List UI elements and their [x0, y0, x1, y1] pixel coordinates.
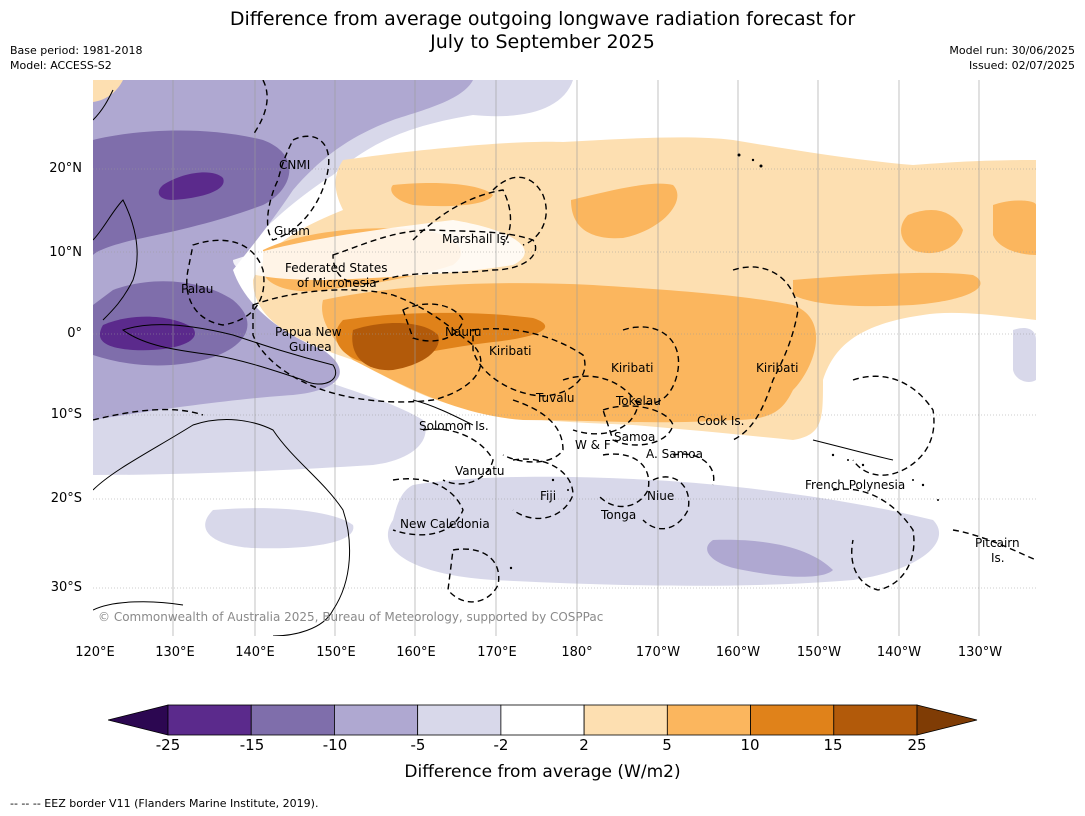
lon-tick-140w: 140°W [876, 645, 922, 660]
lat-tick-10s: 10°S [50, 407, 82, 422]
lat-tick-20s: 20°S [50, 491, 82, 506]
colorbar-bin [583, 704, 668, 736]
lon-tick-160e: 160°E [396, 645, 436, 660]
graticule [93, 80, 1036, 636]
lon-tick-180: 180° [561, 645, 593, 660]
colorbar-min-extension [108, 704, 169, 736]
colorbar-tick: -2 [493, 736, 509, 754]
colorbar-tick: 5 [662, 736, 672, 754]
label-wallis-futuna: W & F [575, 438, 611, 452]
colorbar-max-extension [916, 704, 978, 736]
label-vanuatu: Vanuatu [455, 464, 505, 478]
label-palau: Palau [181, 282, 214, 296]
colorbar-bin [500, 704, 585, 736]
colorbar-tick: -10 [322, 736, 348, 754]
label-png-2: Guinea [289, 340, 332, 354]
meta-right: Model run: 30/06/2025 Issued: 02/07/2025 [949, 43, 1075, 73]
lon-tick-130w: 130°W [957, 645, 1003, 660]
colorbar-tick: -5 [410, 736, 426, 754]
colorbar-tick: 10 [740, 736, 760, 754]
colorbar-bin [334, 704, 419, 736]
map-canvas: CNMI Guam Marshall Is. Federated States … [93, 80, 1036, 636]
coastlines [93, 89, 894, 636]
label-new-caledonia: New Caledonia [400, 517, 490, 531]
colorbar-bin [666, 704, 751, 736]
label-nauru: Nauru [445, 325, 482, 339]
lat-tick-20n: 20°N [49, 161, 82, 176]
label-guam: Guam [274, 224, 310, 238]
label-cnmi: CNMI [279, 158, 311, 172]
label-tonga: Tonga [601, 508, 637, 522]
colorbar-bin [167, 704, 252, 736]
label-marshall: Marshall Is. [442, 232, 510, 246]
colorbar [108, 704, 978, 736]
colorbar-tick: 2 [579, 736, 589, 754]
colorbar-bin [250, 704, 335, 736]
label-png-1: Papua New [275, 325, 342, 339]
lon-tick-170w: 170°W [635, 645, 681, 660]
eez-footnote: -- -- -- EEZ border V11 (Flanders Marine… [10, 797, 319, 810]
label-kiribati-west: Kiribati [489, 344, 532, 358]
lon-tick-150w: 150°W [796, 645, 842, 660]
colorbar-bins [167, 704, 918, 736]
colorbar-tick: 25 [907, 736, 927, 754]
label-american-samoa: A. Samoa [646, 447, 703, 461]
map-title-line1: Difference from average outgoing longwav… [229, 8, 856, 30]
eez-borders [93, 80, 1036, 603]
olr-map [93, 80, 1036, 636]
lon-tick-120e: 120°E [75, 645, 115, 660]
label-niue: Niue [647, 489, 675, 503]
neutral-band [233, 220, 525, 280]
label-fsm-1: Federated States [285, 261, 388, 275]
map-title-line2: July to September 2025 [430, 31, 655, 53]
label-tuvalu: Tuvalu [536, 391, 575, 405]
label-french-polynesia: French Polynesia [805, 478, 906, 492]
colorbar-tick: -25 [155, 736, 181, 754]
label-fsm-2: of Micronesia [297, 276, 377, 290]
label-samoa: Samoa [614, 430, 656, 444]
colorbar-bin [833, 704, 918, 736]
lat-tick-10n: 10°N [49, 245, 82, 260]
islands [509, 153, 939, 570]
colorbar-bin [750, 704, 835, 736]
lon-tick-160w: 160°W [715, 645, 761, 660]
label-solomon: Solomon Is. [419, 419, 489, 433]
positive-anomaly-shading [93, 80, 1036, 440]
colorbar-tick: -15 [239, 736, 265, 754]
label-kiribati-central: Kiribati [611, 361, 654, 375]
meta-left: Base period: 1981-2018 Model: ACCESS-S2 [10, 43, 142, 73]
colorbar-bin [417, 704, 502, 736]
map-title: Difference from average outgoing longwav… [0, 8, 1085, 54]
model-run: Model run: 30/06/2025 [949, 44, 1075, 57]
model-name: Model: ACCESS-S2 [10, 59, 112, 72]
lat-tick-0: 0° [67, 326, 82, 341]
issued-date: Issued: 02/07/2025 [968, 59, 1075, 72]
label-fiji: Fiji [540, 489, 557, 503]
lon-tick-150e: 150°E [316, 645, 356, 660]
label-pitcairn-1: Pitcairn [975, 536, 1020, 550]
lat-tick-30s: 30°S [50, 580, 82, 595]
label-tokelau: Tokelau [616, 394, 661, 408]
lon-tick-140e: 140°E [235, 645, 275, 660]
label-cook-islands: Cook Is. [697, 414, 745, 428]
negative-anomaly-shading [93, 80, 1036, 586]
lon-tick-170e: 170°E [477, 645, 517, 660]
base-period: Base period: 1981-2018 [10, 44, 143, 57]
label-pitcairn-2: Is. [991, 551, 1005, 565]
colorbar-tick: 15 [823, 736, 843, 754]
copyright-notice: © Commonwealth of Australia 2025, Bureau… [98, 610, 604, 624]
lon-tick-130e: 130°E [155, 645, 195, 660]
colorbar-title: Difference from average (W/m2) [404, 762, 681, 782]
label-kiribati-east: Kiribati [756, 361, 799, 375]
